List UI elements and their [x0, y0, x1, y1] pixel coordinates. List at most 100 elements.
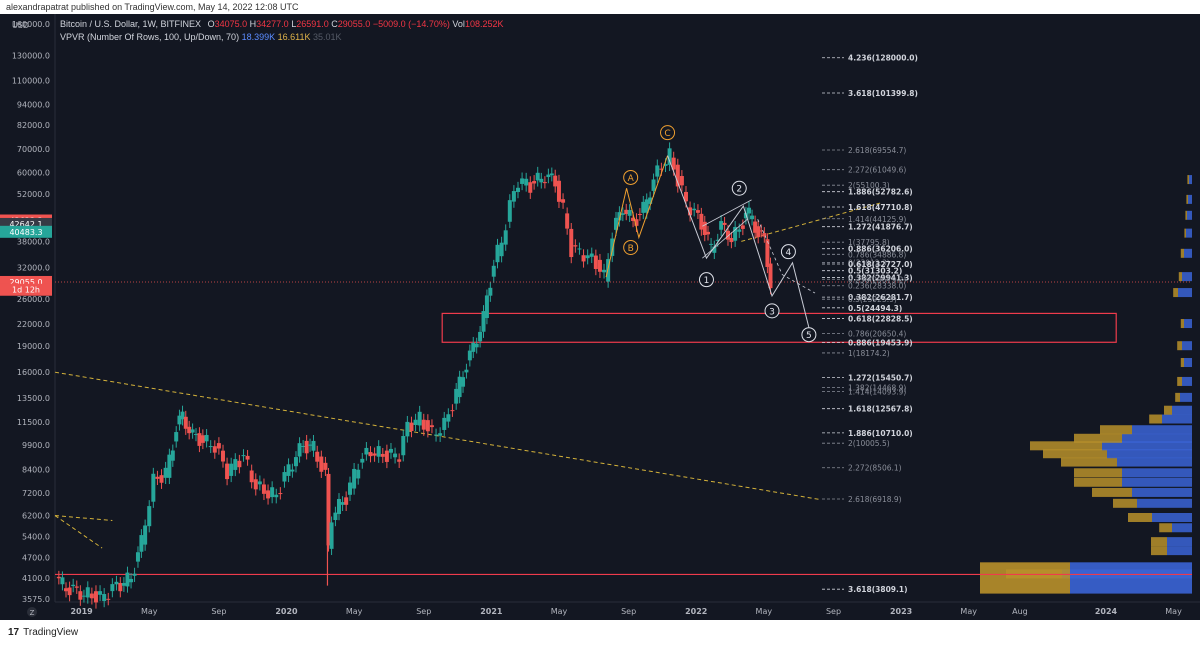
- candle-body: [114, 581, 119, 585]
- volume-profile-up-bar: [1122, 477, 1192, 487]
- candle-body: [481, 311, 486, 332]
- candle-body: [135, 552, 140, 562]
- candle-body: [102, 594, 107, 602]
- candle-body: [212, 446, 217, 453]
- candle-body: [699, 213, 704, 230]
- descending-trendline: [54, 371, 820, 500]
- x-tick-label: Sep: [826, 607, 841, 616]
- wave-label-circle: [780, 244, 796, 260]
- candle-body: [85, 587, 90, 598]
- fib-level-label: 0.886(19453.9): [848, 339, 913, 348]
- indicator-value-total: 35.01K: [313, 32, 342, 42]
- candle-body: [659, 168, 664, 170]
- candle-body: [270, 487, 275, 498]
- fib-level-label: 3.618(101399.8): [848, 89, 918, 98]
- candle-body: [511, 191, 516, 202]
- volume-profile-up-bar: [1107, 449, 1192, 459]
- volume-profile-down-bar: [1180, 248, 1184, 258]
- candle-body: [641, 201, 646, 213]
- fib-level-label: 1(18174.2): [848, 349, 890, 358]
- x-tick-label: 2024: [1095, 607, 1118, 616]
- price-chart[interactable]: USD160000.0130000.0110000.094000.082000.…: [0, 14, 1200, 620]
- candle-body: [719, 221, 724, 230]
- volume-profile-down-bar: [1184, 228, 1186, 238]
- candle-body: [352, 468, 357, 489]
- candle-body: [187, 426, 192, 434]
- fib-level-label: 2(10005.5): [848, 439, 890, 448]
- candle-body: [233, 459, 238, 470]
- candle-body: [139, 535, 144, 552]
- fib-level-label: 0.5(25925.9): [848, 295, 897, 304]
- wedge-upper-line: [702, 199, 752, 227]
- candle-body: [589, 253, 594, 257]
- candle-body: [326, 473, 331, 546]
- candle-body: [197, 433, 202, 446]
- candle-body: [515, 187, 520, 193]
- wave-label: 2: [736, 185, 742, 195]
- change-value: −5009.0 (−14.70%): [372, 19, 450, 29]
- y-tick-label: 4700.0: [22, 553, 50, 562]
- y-tick-label: 22000.0: [17, 320, 50, 329]
- y-tick-label: 11500.0: [17, 418, 50, 427]
- volume-profile-up-bar: [1122, 468, 1192, 478]
- tradingview-logo[interactable]: 17 TradingView: [8, 627, 78, 638]
- candle-body: [762, 233, 767, 237]
- volume-profile-down-bar: [1151, 546, 1167, 556]
- volume-profile-down-bar: [1043, 449, 1107, 459]
- volume-profile-up-bar: [1178, 288, 1192, 298]
- candle-body: [170, 450, 175, 461]
- candle-body: [729, 238, 734, 243]
- legend-row-indicator: VPVR (Number Of Rows, 100, Up/Down, 70) …: [60, 31, 503, 44]
- x-tick-label: May: [551, 607, 568, 616]
- candle-body: [266, 490, 271, 499]
- fib-level-label: 0.886(36206.0): [848, 245, 913, 254]
- candle-body: [237, 460, 242, 468]
- volume-profile-up-bar: [1117, 457, 1192, 467]
- y-tick-label: 82000.0: [17, 121, 50, 130]
- volume-profile-up-bar: [1187, 210, 1192, 220]
- open-label: O: [207, 19, 215, 29]
- volume-profile-up-bar: [1172, 405, 1192, 415]
- fib-level-label: 1.618(47710.8): [848, 203, 913, 212]
- volume-profile-up-bar: [1180, 392, 1192, 402]
- candle-body: [528, 182, 533, 193]
- fib-level-label: 0.5(31303.2): [848, 267, 902, 276]
- candle-body: [118, 583, 123, 592]
- projection-dashed-path: [757, 219, 816, 294]
- candle-body: [746, 207, 751, 214]
- candle-body: [323, 462, 328, 470]
- candle-body: [56, 576, 61, 579]
- candle-body: [405, 421, 410, 437]
- candle-body: [413, 419, 418, 425]
- fib-level-label: 0.382(26281.7): [848, 293, 913, 302]
- candle-body: [225, 463, 230, 480]
- chart-area[interactable]: USD 160000.0 130000.0 110000.0 94000.0 82000.…: [0, 14, 1200, 620]
- y-tick-label: 3575.0: [22, 595, 50, 604]
- candle-body: [565, 213, 570, 229]
- candle-body: [706, 231, 711, 235]
- wave-label-circle: [623, 239, 639, 255]
- candle-body: [336, 499, 341, 515]
- fib-level-label: 0.236(29579.2): [848, 275, 906, 284]
- indicator-value-up: 18.399K: [241, 32, 276, 42]
- publish-info-text: alexandrapatrat published on TradingView…: [6, 2, 299, 12]
- candle-body: [167, 454, 172, 478]
- candle-body: [695, 210, 700, 213]
- volume-profile-up-bar: [1137, 498, 1192, 508]
- volume-profile-up-bar: [1184, 319, 1192, 329]
- candle-body: [457, 376, 462, 398]
- candle-body: [478, 331, 483, 342]
- close-label: C: [331, 19, 338, 29]
- candle-body: [733, 226, 738, 241]
- x-tick-label: 2023: [890, 607, 912, 616]
- x-tick-label: 2021: [480, 607, 503, 616]
- candle-body: [648, 197, 653, 204]
- volume-profile-up-bar: [1186, 228, 1192, 238]
- wave-label-circle: [731, 180, 747, 196]
- fib-level-label: 0.618(32727.0): [848, 260, 913, 269]
- volume-profile-down-bar: [1178, 272, 1182, 282]
- fib-level-label: 2(55100.3): [848, 181, 890, 190]
- x-tick-label: 2020: [275, 607, 298, 616]
- abc-wave-path: [605, 155, 669, 278]
- x-tick-label: 2022: [685, 607, 707, 616]
